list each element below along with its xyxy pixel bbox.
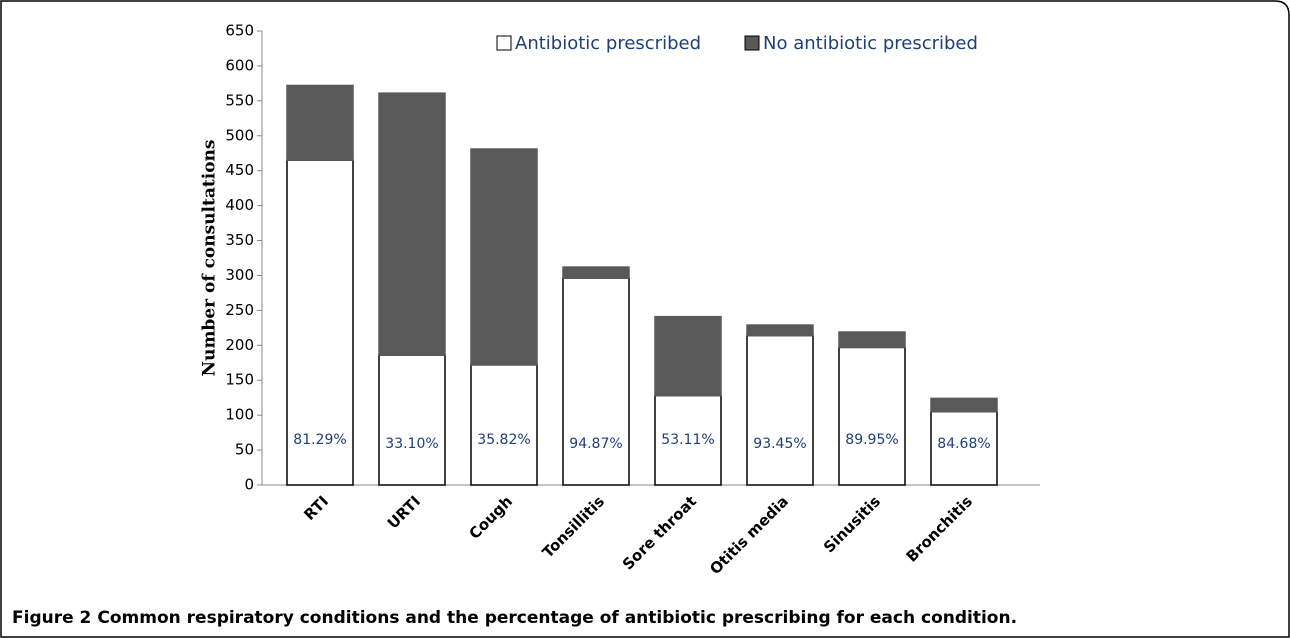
caption-label: Figure 2 — [12, 608, 91, 628]
percent-label: 84.68% — [937, 436, 990, 452]
x-tick-label: URTI — [384, 492, 424, 532]
y-axis-label: Number of consultations — [200, 140, 220, 377]
bar-segment — [746, 334, 814, 486]
caption-text: Common respiratory conditions and the pe… — [97, 608, 1017, 628]
x-tick-label: RTI — [300, 492, 332, 524]
bar-segment — [930, 397, 998, 413]
percent-label: 53.11% — [661, 432, 714, 448]
bar-segment — [838, 331, 906, 349]
bar-segment — [562, 266, 630, 280]
bar-segment — [930, 410, 998, 486]
legend-label: Antibiotic prescribed — [515, 33, 701, 54]
bar-segment — [838, 346, 906, 486]
bar-segment — [470, 148, 538, 366]
y-tick-label: 550 — [225, 91, 254, 109]
y-tick-label: 200 — [225, 336, 254, 354]
x-tick-label: Sore throat — [619, 492, 700, 573]
bar-segment — [286, 159, 354, 486]
y-tick-label: 450 — [225, 161, 254, 179]
legend-label: No antibiotic prescribed — [763, 33, 978, 54]
percent-label: 93.45% — [753, 436, 806, 452]
x-tick-label: Tonsillitis — [539, 492, 608, 561]
y-tick-label: 400 — [225, 196, 254, 214]
y-tick-label: 350 — [225, 231, 254, 249]
percent-label: 35.82% — [477, 432, 530, 448]
bar-segment — [378, 354, 446, 486]
y-tick-label: 0 — [244, 476, 254, 494]
y-tick-label: 100 — [225, 406, 254, 424]
legend-swatch — [744, 35, 760, 51]
y-tick-label: 150 — [225, 371, 254, 389]
caption: Figure 2 Common respiratory conditions an… — [12, 608, 1017, 628]
bar-segment — [654, 315, 722, 397]
legend-swatch — [496, 35, 512, 51]
percent-label: 81.29% — [293, 432, 346, 448]
bar-segment — [562, 277, 630, 486]
x-tick-label: Otitis media — [706, 492, 792, 578]
y-tick-label: 600 — [225, 56, 254, 74]
y-tick-label: 500 — [225, 126, 254, 144]
y-tick-label: 300 — [225, 266, 254, 284]
x-tick-label: Cough — [466, 492, 517, 543]
x-tick-label: Sinusitis — [820, 492, 884, 556]
bar-segment — [378, 92, 446, 356]
bar-segment — [746, 324, 814, 337]
bar-segment — [470, 364, 538, 486]
percent-label: 89.95% — [845, 432, 898, 448]
bar-segment — [654, 394, 722, 486]
y-tick-label: 250 — [225, 301, 254, 319]
bar-segment — [286, 84, 354, 161]
y-tick-label: 50 — [235, 441, 254, 459]
percent-label: 94.87% — [569, 436, 622, 452]
y-tick-label: 650 — [225, 22, 254, 40]
x-tick-label: Bronchitis — [903, 492, 976, 565]
percent-label: 33.10% — [385, 436, 438, 452]
